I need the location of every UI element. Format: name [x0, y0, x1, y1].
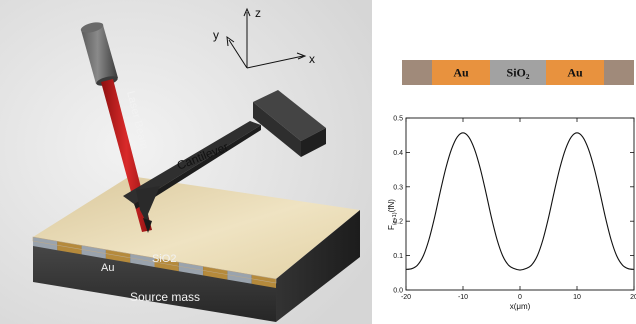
slab-front-face [33, 237, 276, 322]
laser-barrel [81, 25, 118, 84]
strip-segment-gap [604, 60, 634, 85]
sio2-label: SiO2 [152, 253, 176, 265]
cantilever-arm-top [123, 121, 261, 204]
y-title-unit: (fN) [387, 199, 396, 213]
cantilever-arm-side [134, 125, 261, 209]
strip-label-au: Au [567, 66, 583, 80]
strip-segment-au [432, 60, 490, 85]
cantilever-chip-front [253, 102, 301, 157]
au-label: Au [101, 262, 114, 274]
y-tick-label: 0.2 [393, 219, 403, 226]
chart-x-axis-title: x(μm) [510, 302, 531, 311]
strip-segment-au [546, 60, 604, 85]
strip-label-sio2: SiO₂ [507, 66, 530, 80]
x-tick-label: -20 [401, 294, 411, 301]
slab-top-surface [33, 176, 360, 279]
strip-label-au: Au [453, 66, 469, 80]
y-axis-label: y [213, 28, 219, 42]
y-title-main: F [387, 225, 396, 230]
z-axis-label: z [255, 6, 261, 20]
cantilever [123, 90, 326, 233]
cantilever-chip-right [301, 128, 326, 157]
source-mass-slab [32, 176, 360, 322]
chart-y-axis-title: F(z+1)(fN) [387, 199, 398, 230]
slab-right-face [276, 210, 360, 322]
y-tick-label: 0.4 [393, 150, 403, 157]
y-tick-label: 0.1 [393, 253, 403, 260]
chart-y-axis-title-text: F(z+1)(fN) [387, 199, 398, 230]
strip-segments: Au SiO₂ Au [402, 60, 634, 85]
x-axis-arrow [296, 52, 307, 60]
x-tick-label: 0 [518, 294, 522, 301]
source-mass-label: Source mass [130, 290, 200, 304]
chart-curves [405, 132, 635, 271]
plot-frame [405, 117, 635, 291]
y-ticks: 0.0 0.1 0.2 0.3 0.4 0.5 [393, 116, 634, 295]
y-tick-label: 0.0 [393, 288, 403, 295]
x-axis [246, 55, 304, 69]
front-edge-line [32, 236, 277, 284]
force-curve [405, 132, 635, 271]
y-tick-label: 0.3 [393, 184, 403, 191]
strip-segment-gap [402, 60, 432, 85]
laser-barrel-top [80, 22, 104, 33]
material-strip: Au SiO₂ Au [402, 60, 634, 85]
force-chart: -20 -10 0 10 20 0.0 0.1 0.2 0.3 0.4 0.5 x(μm) F(z… [387, 116, 636, 312]
x-axis-label: x [309, 52, 315, 66]
x-tick-label: 10 [573, 294, 581, 301]
y-title-sub: (z+1) [392, 212, 398, 225]
z-axis-arrow [243, 7, 251, 17]
y-tick-label: 0.5 [393, 116, 403, 123]
coordinate-axes [226, 7, 307, 69]
x-ticks: -20 -10 0 10 20 [401, 118, 636, 301]
cantilever-chip-top [253, 90, 326, 141]
cantilever-tip-plate [136, 186, 160, 229]
x-tick-label: -10 [458, 294, 468, 301]
cantilever-tip [143, 218, 152, 233]
experiment-scene: z y x Laser Beam Cantilever Au SiO2 Sour… [0, 0, 372, 324]
y-axis [228, 39, 248, 69]
strip-segment-sio2 [490, 60, 546, 85]
x-tick-label: 20 [630, 294, 636, 301]
y-axis-arrow [226, 35, 235, 47]
